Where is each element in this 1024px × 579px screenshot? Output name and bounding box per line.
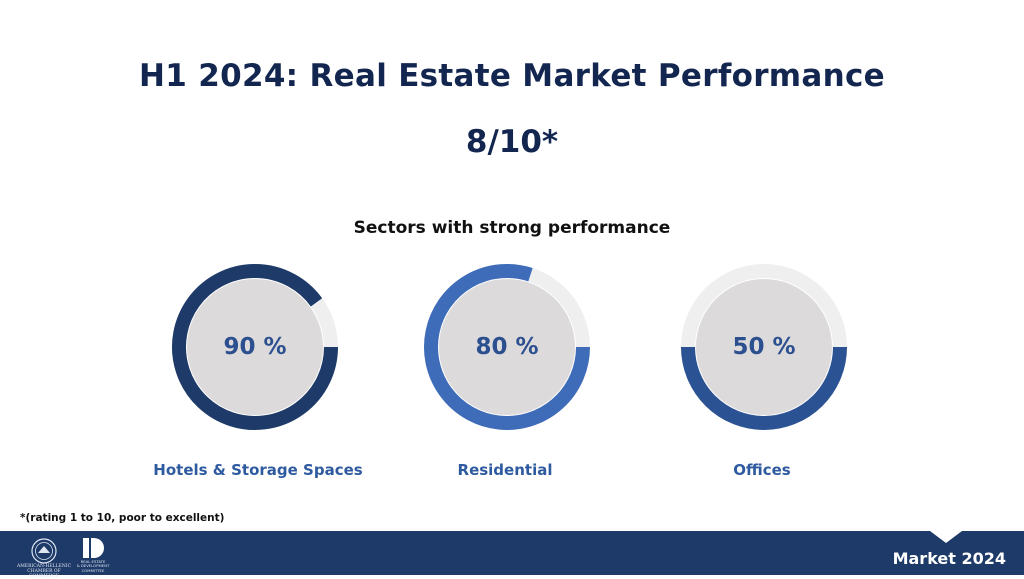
category-label-offices: Offices [733,461,791,479]
overall-rating: 8/10* [465,124,559,160]
chart-title: Sectors with strong performance [353,218,671,238]
donut-arc-hotels [172,264,338,430]
donut-chart-offices [681,264,847,430]
donut-hotels: 90 % [170,262,340,432]
donut-offices: 50 % [679,262,849,432]
chamber-seal-icon [31,538,57,564]
footer-notch [930,531,962,543]
value-label-residential: 80 % [475,334,539,360]
donut-inner [439,279,575,415]
committee-logo-text: REAL ESTATE & DEVELOPMENT COMMITTEE [76,559,110,573]
committee-logo-icon [83,538,104,558]
footer-bar [0,531,1024,575]
donut-arc-offices [681,346,847,430]
donut-arc-residential [424,264,590,430]
footnote: *(rating 1 to 10, poor to excellent) [20,512,225,524]
category-label-residential: Residential [457,461,553,479]
donut-residential: 80 % [422,262,592,432]
value-label-hotels: 90 % [223,334,287,360]
value-label-offices: 50 % [732,334,796,360]
donut-chart-residential [424,264,590,430]
donut-inner [187,279,323,415]
page-title: H1 2024: Real Estate Market Performance [139,58,885,94]
chamber-logo-text: AMERICAN-HELLENIC CHAMBER OF COMMERCE [16,564,72,579]
category-label-hotels: Hotels & Storage Spaces [153,461,363,479]
footer-label: Market 2024 [892,549,1006,568]
donut-chart-hotels [172,264,338,430]
donut-inner [696,279,832,415]
